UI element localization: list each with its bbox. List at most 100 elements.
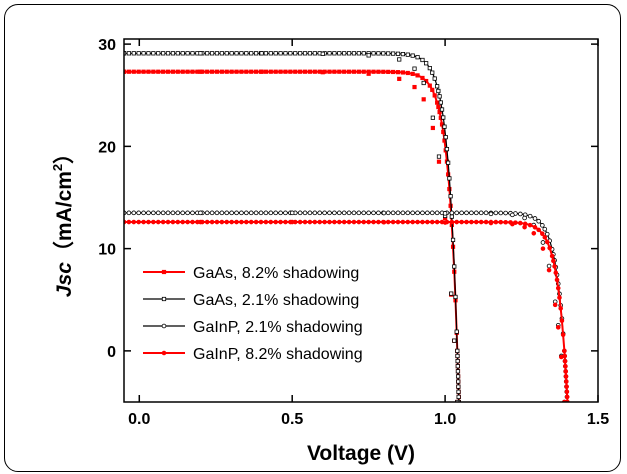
series-point bbox=[278, 69, 283, 74]
series-point bbox=[424, 61, 429, 66]
y-axis-label-symbol: Jsc bbox=[53, 262, 76, 297]
series-point bbox=[366, 210, 371, 216]
data-point bbox=[412, 84, 417, 90]
series-point bbox=[332, 69, 337, 74]
series-point bbox=[447, 186, 452, 192]
series-point bbox=[175, 210, 181, 216]
series-point bbox=[268, 210, 274, 216]
series-point bbox=[254, 51, 259, 56]
series-point bbox=[278, 51, 283, 56]
legend-marker bbox=[161, 269, 167, 275]
series-point bbox=[263, 219, 269, 225]
series-point bbox=[429, 219, 435, 225]
series-point bbox=[434, 219, 440, 225]
series-point bbox=[136, 69, 141, 74]
data-point bbox=[259, 51, 264, 56]
series-point bbox=[155, 210, 161, 216]
series-point bbox=[446, 160, 451, 165]
series-point bbox=[126, 69, 131, 74]
series-point bbox=[224, 219, 230, 225]
series-point bbox=[498, 219, 504, 225]
ticks-layer: 0.0 0.5 1.0 1.5 0 10 20 30 bbox=[98, 37, 609, 428]
series-point bbox=[558, 306, 563, 311]
series-point bbox=[234, 219, 239, 225]
data-point bbox=[381, 210, 387, 216]
series-point bbox=[165, 69, 171, 74]
series-point bbox=[432, 93, 437, 98]
series-point bbox=[400, 219, 406, 225]
series-point bbox=[532, 216, 538, 221]
series-point bbox=[165, 51, 171, 56]
series-point bbox=[356, 69, 361, 74]
series-point bbox=[469, 210, 474, 216]
series-point bbox=[427, 83, 432, 88]
series-point bbox=[273, 219, 278, 225]
legend-label: GaInP, 2.1% shadowing bbox=[193, 319, 363, 336]
y-axis-label-superscript: 2 bbox=[50, 164, 65, 171]
series-point bbox=[415, 210, 420, 216]
series-point bbox=[205, 69, 210, 74]
series-point bbox=[273, 69, 278, 74]
series-point bbox=[386, 69, 391, 74]
series-point bbox=[566, 405, 570, 409]
x-tick-label: 1.5 bbox=[587, 411, 609, 428]
series-point bbox=[229, 219, 234, 225]
series-point bbox=[390, 210, 396, 216]
series-point bbox=[420, 210, 425, 216]
series-point bbox=[371, 51, 376, 56]
series-point bbox=[425, 219, 430, 225]
series-point bbox=[302, 51, 308, 56]
legend-marker bbox=[161, 296, 167, 302]
series-point bbox=[435, 84, 440, 89]
series-point bbox=[322, 219, 327, 225]
series-point bbox=[566, 405, 570, 409]
series-point bbox=[566, 415, 570, 419]
data-point bbox=[488, 211, 494, 217]
data-point bbox=[510, 212, 515, 218]
series-point bbox=[346, 69, 352, 74]
series-point bbox=[429, 210, 435, 216]
series-point bbox=[268, 69, 273, 74]
series-point bbox=[356, 51, 361, 56]
series-point bbox=[136, 210, 141, 216]
series-point bbox=[390, 219, 396, 225]
series-point bbox=[131, 69, 136, 74]
legend-label: GaAs, 8.2% shadowing bbox=[193, 265, 359, 282]
series-point bbox=[342, 69, 347, 74]
series-point bbox=[254, 69, 259, 74]
series-point bbox=[410, 219, 415, 225]
series-point bbox=[410, 71, 415, 76]
series-point bbox=[564, 394, 570, 400]
series-point bbox=[327, 69, 332, 74]
series-point bbox=[126, 210, 132, 216]
series-point bbox=[366, 219, 371, 225]
series-point bbox=[557, 295, 562, 300]
data-point bbox=[442, 211, 448, 216]
series-point bbox=[553, 270, 559, 275]
series-point bbox=[446, 172, 451, 177]
series-point bbox=[337, 69, 342, 74]
series-point bbox=[268, 219, 274, 225]
series-point bbox=[425, 210, 430, 216]
series-point bbox=[437, 110, 442, 115]
series-point bbox=[395, 219, 401, 225]
data-point bbox=[421, 80, 426, 86]
series-point bbox=[395, 210, 401, 216]
series-point bbox=[156, 51, 161, 56]
y-axis-label: Jsc（mA/cm2） bbox=[50, 143, 76, 297]
series-point bbox=[430, 70, 435, 75]
data-point bbox=[546, 263, 552, 269]
y-tick-label: 20 bbox=[98, 139, 116, 156]
data-point bbox=[412, 66, 417, 71]
series-point bbox=[395, 70, 401, 75]
series-point bbox=[234, 210, 239, 216]
series-point bbox=[141, 210, 146, 216]
series-point bbox=[126, 51, 131, 56]
series-point bbox=[341, 210, 347, 216]
series-point bbox=[224, 51, 229, 56]
series-point bbox=[371, 210, 376, 216]
series-point bbox=[175, 51, 180, 56]
series-point bbox=[229, 51, 234, 56]
series-point bbox=[376, 51, 381, 56]
data-point bbox=[320, 51, 325, 56]
